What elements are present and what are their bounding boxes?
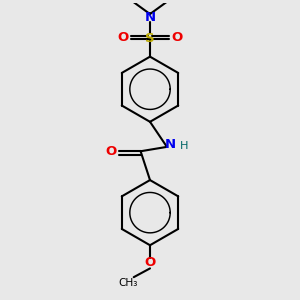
Text: N: N bbox=[144, 11, 156, 24]
Text: O: O bbox=[144, 256, 156, 269]
Text: S: S bbox=[145, 32, 155, 45]
Text: CH₃: CH₃ bbox=[118, 278, 138, 288]
Text: O: O bbox=[171, 32, 183, 44]
Text: O: O bbox=[106, 145, 117, 158]
Text: O: O bbox=[117, 32, 129, 44]
Text: N: N bbox=[164, 138, 175, 151]
Text: H: H bbox=[180, 141, 189, 151]
